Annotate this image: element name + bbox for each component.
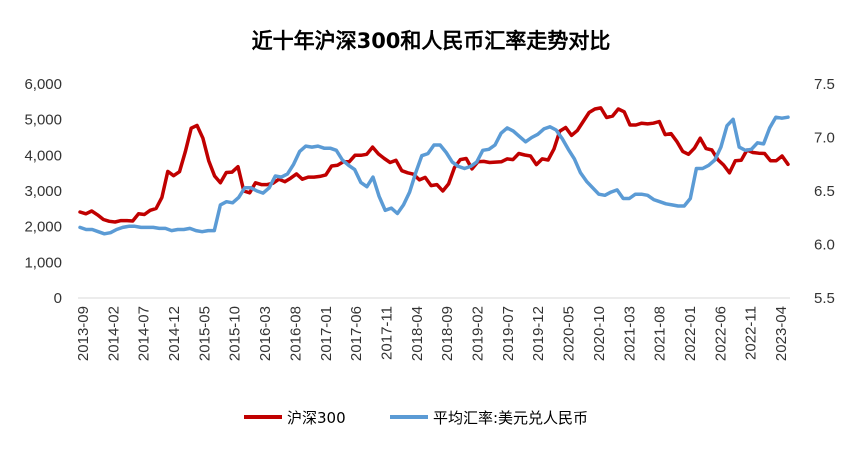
series-line-0 — [78, 106, 790, 224]
x-tick-label: 2015-10 — [227, 306, 244, 361]
series-line-1 — [78, 115, 790, 236]
x-tick-label: 2021-03 — [621, 306, 638, 361]
left-tick-label: 0 — [54, 290, 62, 307]
left-tick-label: 3,000 — [24, 183, 62, 200]
x-tick-label: 2016-03 — [257, 306, 274, 361]
x-tick-label: 2017-01 — [318, 306, 335, 361]
chart-title: 近十年沪深300和人民币汇率走势对比 — [252, 29, 611, 53]
x-tick-label: 2014-02 — [105, 306, 122, 361]
x-tick-label: 2020-10 — [591, 306, 608, 361]
x-tick-label: 2019-02 — [470, 306, 487, 361]
right-tick-label: 6.5 — [814, 183, 835, 200]
x-tick-label: 2013-09 — [75, 306, 92, 361]
left-tick-label: 6,000 — [24, 76, 62, 93]
right-tick-label: 7.0 — [814, 130, 835, 147]
x-tick-label: 2017-06 — [348, 306, 365, 361]
x-tick-label: 2014-07 — [136, 306, 153, 361]
series-lines — [78, 106, 790, 236]
x-tick-label: 2019-12 — [530, 306, 547, 361]
x-tick-label: 2022-01 — [682, 306, 699, 361]
left-tick-label: 2,000 — [24, 219, 62, 236]
x-tick-label: 2016-08 — [287, 306, 304, 361]
x-tick-label: 2022-11 — [743, 306, 760, 360]
x-tick-label: 2021-08 — [652, 306, 669, 361]
x-tick-label: 2015-05 — [196, 306, 213, 361]
x-tick-label: 2014-12 — [166, 306, 183, 361]
right-tick-label: 6.0 — [814, 237, 835, 254]
x-tick-label: 2023-04 — [773, 306, 790, 361]
x-axis-ticks: 2013-09 2014-02 2014-07 2014-12 2015-05 2015-… — [75, 306, 790, 361]
legend: 沪深300 平均汇率:美元兑人民币 — [244, 409, 588, 427]
x-tick-label: 2018-09 — [439, 306, 456, 361]
legend-label-fx: 平均汇率:美元兑人民币 — [433, 409, 588, 427]
legend-label-hs300: 沪深300 — [287, 409, 346, 427]
right-axis-ticks: 5.5 6.0 6.5 7.0 7.5 — [814, 76, 835, 307]
x-tick-label: 2017-11 — [378, 306, 395, 360]
x-tick-label: 2019-07 — [500, 306, 517, 361]
x-tick-label: 2022-06 — [712, 306, 729, 361]
right-tick-label: 5.5 — [814, 290, 835, 307]
left-tick-label: 4,000 — [24, 147, 62, 164]
x-tick-label: 2018-04 — [409, 306, 426, 361]
left-tick-label: 1,000 — [24, 254, 62, 271]
right-tick-label: 7.5 — [814, 76, 835, 93]
x-tick-label: 2020-05 — [561, 306, 578, 361]
left-tick-label: 5,000 — [24, 112, 62, 129]
left-axis-ticks: 0 1,000 2,000 3,000 4,000 5,000 6,000 — [24, 76, 62, 307]
